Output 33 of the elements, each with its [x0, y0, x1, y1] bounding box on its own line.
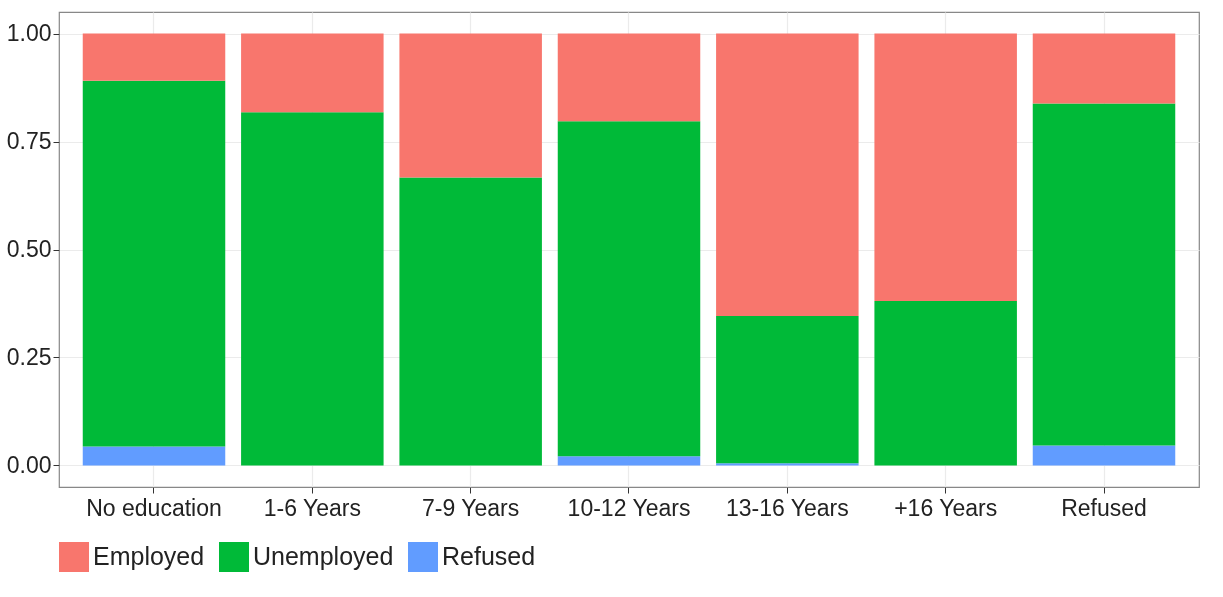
bar — [1032, 33, 1176, 104]
bar — [874, 33, 1017, 301]
x-tick-label: Refused — [1061, 494, 1147, 521]
bar — [716, 316, 859, 464]
x-tick-label: 10-12 Years — [567, 494, 691, 521]
y-tick-label: 1.00 — [6, 20, 52, 47]
y-tick-label: 0.00 — [6, 451, 52, 478]
bar — [716, 33, 859, 316]
bar — [874, 300, 1017, 466]
bar — [399, 33, 542, 178]
x-tick-label: 7-9 Years — [422, 494, 520, 521]
bar — [82, 33, 226, 81]
bar — [557, 121, 701, 457]
bar — [241, 33, 384, 113]
x-tick-label: 1-6 Years — [263, 494, 361, 521]
legend-label: Refused — [442, 542, 536, 570]
bar — [557, 33, 701, 122]
x-tick-label: 13-16 Years — [725, 494, 849, 521]
y-tick-label: 0.75 — [6, 128, 52, 155]
bar — [1032, 103, 1176, 446]
bar — [82, 446, 226, 466]
x-tick-label: +16 Years — [894, 494, 998, 521]
bar — [82, 80, 226, 447]
bar — [399, 177, 542, 466]
bar — [241, 112, 384, 466]
bar — [716, 463, 859, 466]
y-tick-label: 0.25 — [6, 343, 52, 370]
x-tick-label: No education — [86, 494, 222, 521]
bar — [557, 456, 701, 466]
y-tick-label: 0.50 — [6, 236, 52, 262]
legend-label: Unemployed — [253, 542, 394, 570]
bar — [1032, 445, 1176, 466]
legend-label: Employed — [93, 542, 205, 570]
